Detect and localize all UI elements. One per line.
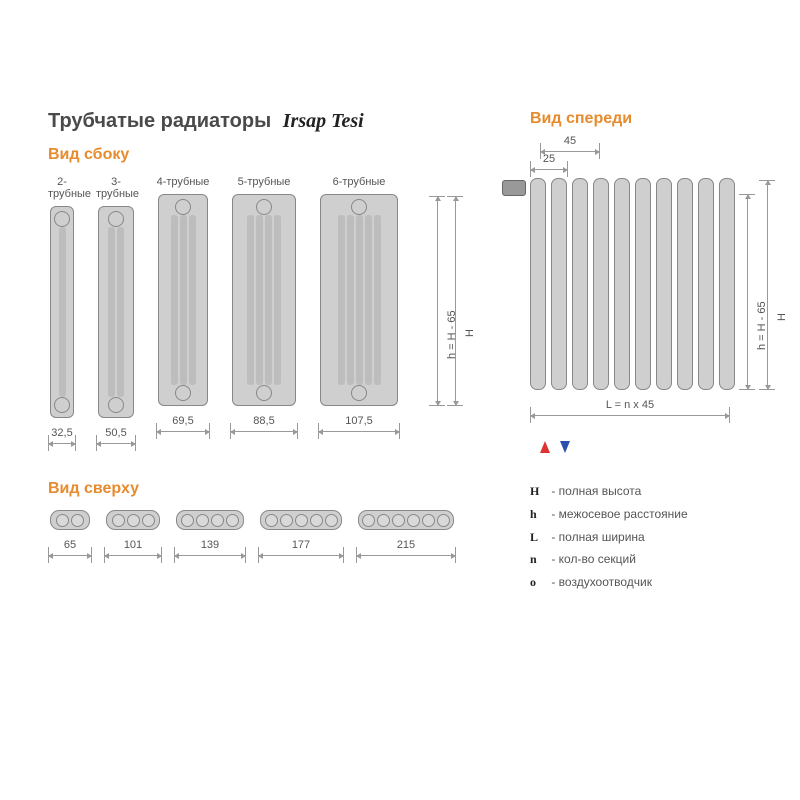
front-view-heading: Вид спереди [530, 110, 632, 128]
front-view: 45 25 L = n x 45 h = H - 65 H [530, 140, 770, 390]
depth-dimension: 177 [258, 544, 344, 566]
front-column [656, 178, 672, 390]
side-view-heading: Вид сбоку [48, 146, 129, 164]
front-column [551, 178, 567, 390]
radiator-body [232, 194, 296, 406]
depth-dimension: 215 [356, 544, 456, 566]
top-radiator: 101 [104, 510, 162, 566]
topview-body [176, 510, 244, 530]
radiator-body [98, 206, 134, 418]
side-radiator: 4-трубные 69,5 [156, 176, 210, 442]
front-column [593, 178, 609, 390]
width-dimension: 50,5 [96, 432, 136, 454]
radiator-body [50, 206, 74, 418]
topview-body [260, 510, 342, 530]
side-label: 4-трубные [156, 176, 210, 188]
side-label: 2-трубные [48, 176, 76, 200]
top-radiator: 177 [258, 510, 344, 566]
topview-body [106, 510, 160, 530]
side-radiator: 5-трубные 88,5 [230, 176, 298, 442]
width-dimension: 88,5 [230, 420, 298, 442]
top-radiator: 65 [48, 510, 92, 566]
top-view-heading: Вид сверху [48, 480, 139, 498]
side-label: 3-трубные [96, 176, 136, 200]
side-vdim-H: H [444, 196, 466, 406]
width-dimension: 32,5 [48, 432, 76, 454]
depth-dimension: 65 [48, 544, 92, 566]
topview-body [358, 510, 454, 530]
side-radiator: 6-трубные 107,5 [318, 176, 400, 442]
top-radiator: 215 [356, 510, 456, 566]
front-column [677, 178, 693, 390]
side-label: 5-трубные [230, 176, 298, 188]
front-vdim-h: h = H - 65 [736, 194, 758, 390]
front-column [635, 178, 651, 390]
outlet-arrow-icon [560, 440, 570, 458]
radiator-body [158, 194, 208, 406]
width-dimension: 107,5 [318, 420, 400, 442]
radiator-body [320, 194, 398, 406]
side-label: 6-трубные [318, 176, 400, 188]
front-column [614, 178, 630, 390]
top-radiator: 139 [174, 510, 246, 566]
depth-dimension: 101 [104, 544, 162, 566]
depth-dimension: 139 [174, 544, 246, 566]
front-radiator [530, 180, 770, 390]
front-column [719, 178, 735, 390]
thermo-valve-icon [502, 180, 526, 196]
side-radiator: 3-трубные 50,5 [96, 176, 136, 454]
width-dimension: 69,5 [156, 420, 210, 442]
page-title: Трубчатые радиаторы Irsap Tesi [48, 110, 364, 133]
inlet-arrow-icon [540, 440, 550, 458]
front-column [530, 178, 546, 390]
front-vdim-H: H [756, 180, 778, 390]
legend: H - полная высота h - межосевое расстоян… [530, 480, 688, 594]
side-radiator: 2-трубные 32,5 [48, 176, 76, 454]
front-column [572, 178, 588, 390]
topview-body [50, 510, 90, 530]
front-column [698, 178, 714, 390]
